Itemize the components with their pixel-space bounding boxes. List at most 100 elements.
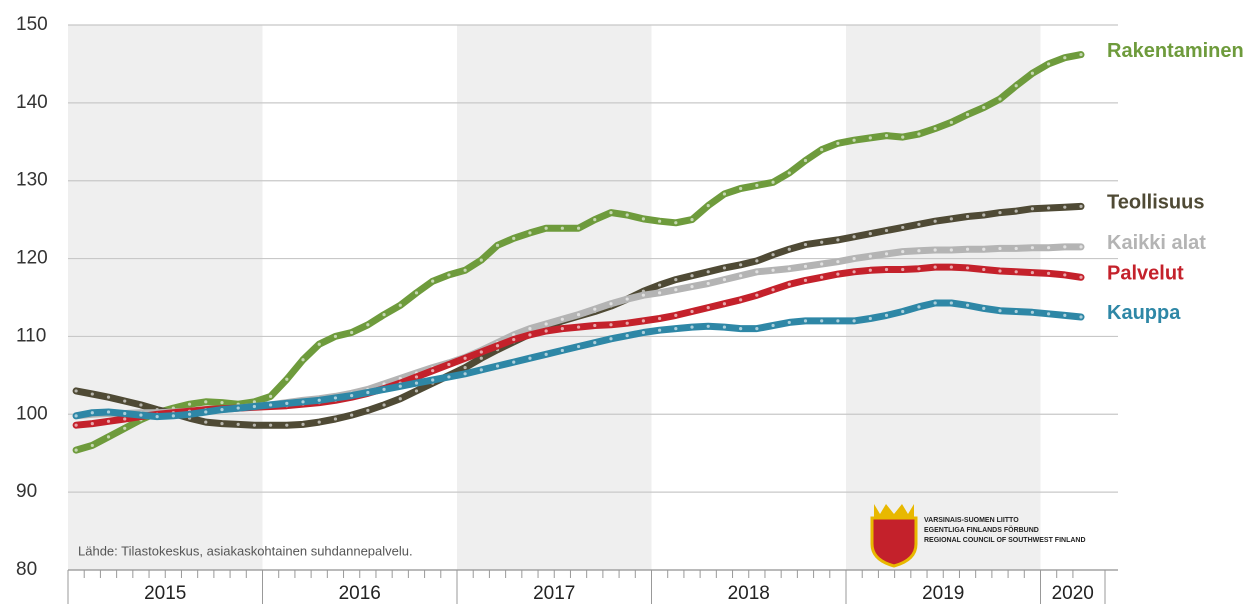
series-dot (463, 372, 467, 376)
series-dot (836, 141, 840, 145)
series-dot (1047, 312, 1051, 316)
series-dot (463, 356, 467, 360)
series-dot (836, 272, 840, 276)
x-tick-label: 2020 (1052, 583, 1094, 604)
series-dot (625, 213, 629, 217)
series-dot (1079, 52, 1083, 57)
series-dot (560, 317, 564, 321)
series-dot (820, 275, 824, 279)
series-dot (917, 305, 921, 309)
series-dot (269, 403, 273, 407)
series-dot (560, 226, 564, 230)
series-dot (949, 120, 953, 124)
series-dot (560, 348, 564, 353)
series-dot (641, 217, 645, 221)
series-dot (301, 400, 305, 404)
series-dot (220, 408, 224, 412)
y-tick-label: 120 (16, 248, 48, 269)
series-dot (965, 247, 970, 251)
logo-crown (874, 504, 914, 518)
y-tick-label: 110 (16, 325, 46, 346)
series-dot (74, 389, 78, 393)
x-tick-label: 2015 (144, 583, 186, 604)
series-dot (1014, 270, 1018, 274)
series-dot (917, 222, 921, 226)
series-dot (447, 362, 451, 367)
series-dot (982, 213, 986, 217)
x-tick-label: 2018 (728, 583, 770, 604)
series-dot (641, 293, 645, 297)
series-dot (658, 283, 662, 287)
series-dot (512, 360, 516, 364)
series-dot (868, 232, 872, 236)
series-dot (982, 306, 986, 310)
series-dot (1030, 310, 1034, 314)
series-dot (803, 158, 808, 163)
series-dot (317, 398, 321, 402)
series-dot (512, 337, 516, 342)
series-dot (852, 256, 856, 261)
series-dot (204, 410, 208, 414)
series-dot (74, 414, 78, 418)
series-dot (528, 333, 532, 337)
series-dot (204, 400, 208, 404)
series-dot (933, 265, 937, 269)
series-dot (220, 422, 224, 426)
series-dot (285, 377, 289, 381)
series-dot (706, 204, 710, 208)
series-dot (674, 288, 678, 292)
series-dot (285, 423, 289, 427)
series-dot (1047, 206, 1051, 210)
series-dot (1014, 246, 1018, 251)
series-dot (414, 375, 419, 379)
series-dot (90, 411, 94, 415)
series-dot (576, 344, 581, 349)
series-dot (787, 171, 791, 175)
series-dot (269, 394, 273, 398)
y-tick-label: 90 (16, 481, 37, 502)
series-dot (544, 322, 548, 326)
series-dot (739, 186, 743, 191)
series-dot (236, 406, 240, 410)
series-dot (917, 267, 921, 271)
series-dot (593, 323, 597, 328)
series-dot (690, 285, 694, 289)
series-dot (771, 288, 775, 292)
series-dot (658, 328, 662, 332)
series-dot (106, 410, 111, 414)
logo: VARSINAIS-SUOMEN LIITTO EGENTLIGA FINLAN… (870, 504, 1086, 568)
series-dot (495, 364, 500, 368)
series-dot (868, 316, 872, 321)
series-dot (431, 279, 435, 283)
series-dot (528, 356, 532, 360)
series-dot (852, 270, 856, 274)
series-dot (722, 277, 727, 282)
series-dot (933, 301, 937, 305)
year-band (68, 25, 263, 570)
series-dot (479, 258, 483, 262)
series-dot (479, 350, 483, 354)
series-dot (901, 135, 905, 139)
series-label: Palvelut (1107, 263, 1184, 285)
series-dot (949, 248, 953, 252)
series-dot (674, 221, 678, 225)
series-dot (739, 263, 743, 267)
series-dot (1014, 209, 1018, 213)
series-dot (495, 344, 500, 348)
series-dot (528, 327, 532, 331)
series-dot (252, 423, 256, 427)
series-dot (431, 378, 435, 382)
series-dot (803, 264, 808, 268)
series-dot (544, 226, 548, 230)
series-dot (771, 180, 775, 184)
series-dot (269, 423, 273, 427)
series-dot (106, 419, 111, 423)
series-dot (431, 369, 435, 373)
series-dot (1030, 270, 1034, 275)
year-band (846, 25, 1041, 570)
series-dot (722, 325, 727, 329)
series-dot (123, 399, 127, 403)
series-dot (884, 313, 889, 318)
series-dot (74, 448, 78, 452)
series-dot (1063, 56, 1067, 60)
